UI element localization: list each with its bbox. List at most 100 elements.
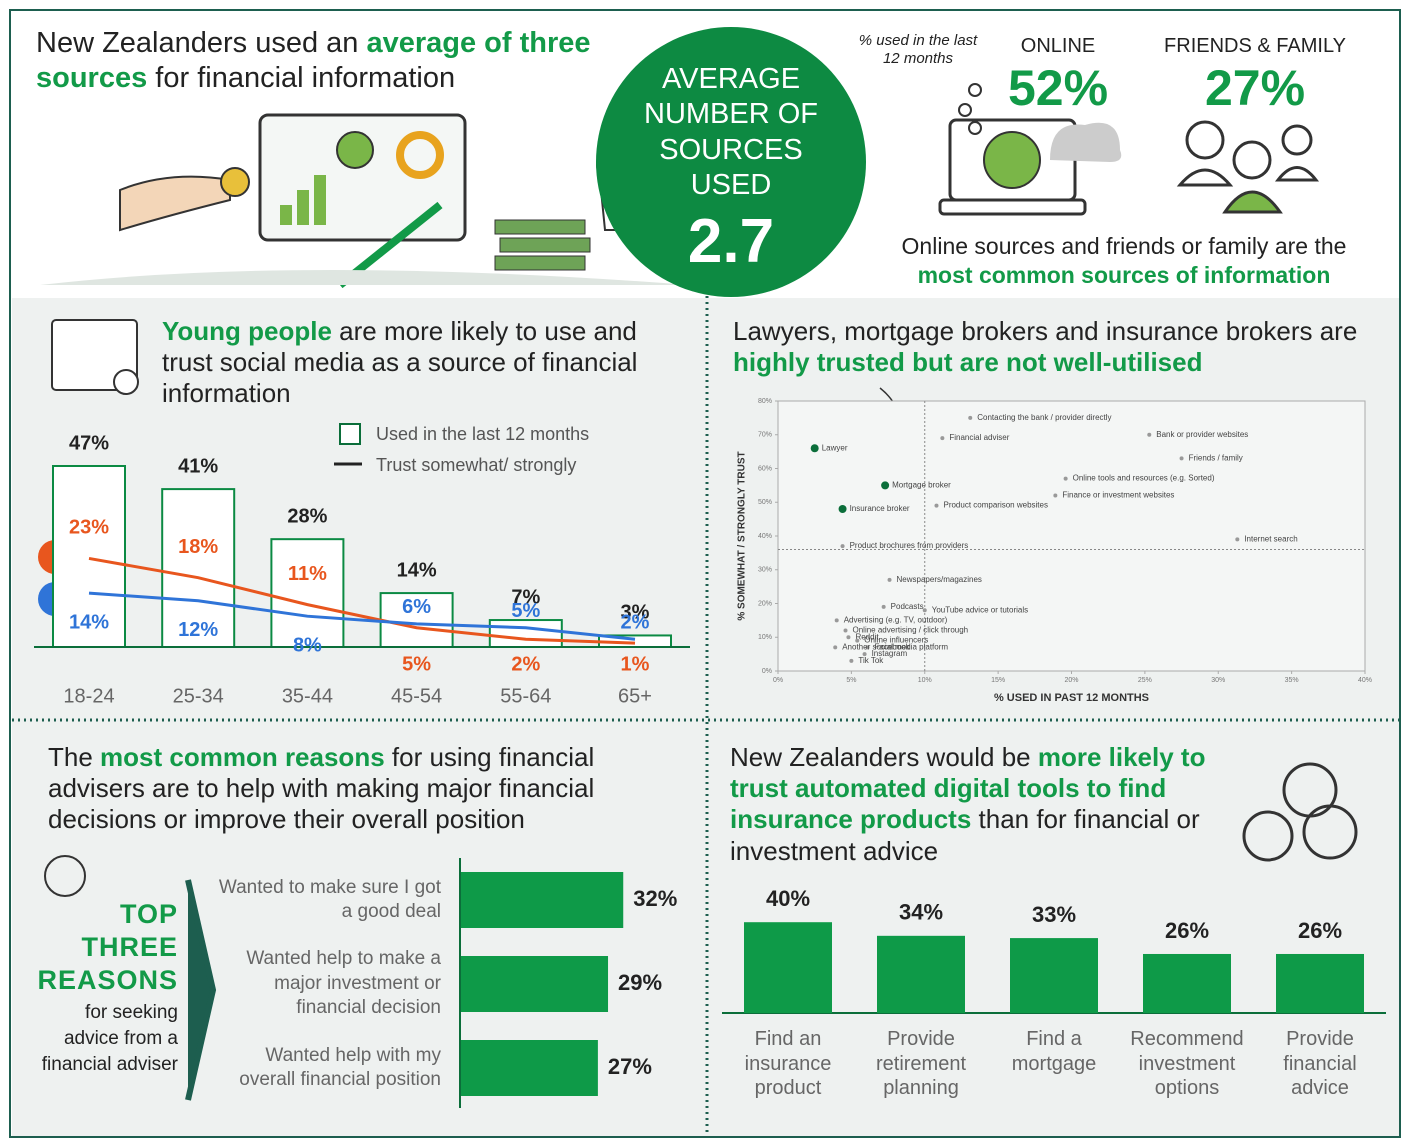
category-label: Wanted help to make a major investment o…	[211, 947, 441, 1021]
point-label: Friends / family	[1189, 453, 1243, 462]
x-tick-label: 65+	[618, 685, 652, 707]
title-part: Lawyers, mortgage brokers and insurance …	[733, 316, 1357, 346]
point	[1064, 477, 1068, 481]
value-label: 6%	[402, 596, 431, 618]
legend-label: Trust somewhat/ strongly	[376, 455, 576, 475]
value-label: 11%	[288, 563, 327, 585]
title: Lawyers, mortgage brokers and insurance …	[733, 316, 1393, 378]
point	[839, 505, 847, 513]
y-tick-label: 80%	[758, 398, 772, 405]
bar	[1010, 938, 1098, 1013]
point	[844, 629, 848, 633]
side-title: TOP THREE REASONS	[28, 898, 178, 997]
bar	[490, 620, 562, 647]
point-label: Product comparison websites	[943, 501, 1048, 510]
point-label: Insurance broker	[850, 504, 910, 513]
point-label: Advertising (e.g. TV, outdoor)	[844, 615, 948, 624]
bar	[461, 1040, 598, 1096]
point-label: Product brochures from providers	[850, 541, 969, 550]
x-tick-label: 5%	[846, 677, 856, 684]
value-label: 2%	[621, 612, 650, 634]
point-label: Finance or investment websites	[1062, 491, 1174, 500]
value-label: 40%	[766, 886, 810, 911]
x-tick-label: 30%	[1211, 677, 1225, 684]
legend-swatch	[340, 424, 360, 444]
title: The most common reasons for using financ…	[48, 742, 638, 836]
badge-value: 2.7	[631, 205, 831, 279]
point	[833, 645, 837, 649]
category-label: Wanted help with my overall financial po…	[211, 1044, 441, 1093]
title: New Zealanders would be more likely to t…	[730, 742, 1230, 867]
x-tick-label: Find an insurance product	[724, 1027, 852, 1101]
point	[1180, 456, 1184, 460]
title: Online sources and friends or family are…	[884, 232, 1364, 290]
bar	[1276, 954, 1364, 1013]
point	[849, 659, 853, 663]
infographic: Used in the last 12 monthsTrust somewhat…	[0, 0, 1408, 1139]
title-part: Young people	[162, 316, 332, 346]
x-tick-label: 40%	[1358, 677, 1372, 684]
x-tick-label: Provide financial advice	[1256, 1027, 1384, 1101]
value-label: 41%	[178, 455, 218, 477]
x-tick-label: 18-24	[63, 685, 114, 707]
point-label: Another social media platform	[842, 642, 948, 651]
title-part: New Zealanders used an	[36, 27, 366, 59]
y-tick-label: 30%	[758, 567, 772, 574]
y-tick-label: 40%	[758, 533, 772, 540]
title-part: most common sources of information	[918, 262, 1331, 288]
x-tick-label: 0%	[773, 677, 783, 684]
point-label: Lawyer	[822, 443, 848, 452]
value-label: 28%	[287, 505, 327, 527]
y-tick-label: 70%	[758, 432, 772, 439]
value-label: 29%	[618, 970, 662, 995]
point-label: Podcasts	[891, 602, 924, 611]
title-part: The	[48, 742, 100, 772]
value-label: 26%	[1298, 918, 1342, 943]
point-label: Bank or provider websites	[1156, 430, 1248, 439]
point	[888, 578, 892, 582]
value-label: 12%	[178, 619, 218, 641]
title-part: New Zealanders would be	[730, 742, 1038, 772]
point-label: Contacting the bank / provider directly	[977, 413, 1111, 422]
x-tick-label: 35-44	[282, 685, 333, 707]
point	[1147, 433, 1151, 437]
x-tick-label: Recommend investment options	[1123, 1027, 1251, 1101]
y-tick-label: 0%	[762, 668, 772, 675]
bar	[461, 956, 608, 1012]
value-label: 23%	[69, 517, 109, 539]
point-label: Online tools and resources (e.g. Sorted)	[1073, 474, 1215, 483]
y-tick-label: 10%	[758, 634, 772, 641]
point-label: Financial adviser	[949, 433, 1009, 442]
side-text: for seeking advice from a financial advi…	[38, 1000, 178, 1077]
x-tick-label: 15%	[991, 677, 1005, 684]
stat-value: 52%	[948, 58, 1168, 118]
bar	[744, 922, 832, 1013]
point	[940, 436, 944, 440]
stat-value: 27%	[1145, 58, 1365, 118]
point	[1053, 494, 1057, 498]
category-label: Wanted to make sure I got a good deal	[211, 876, 441, 925]
y-tick-label: 20%	[758, 600, 772, 607]
point	[811, 444, 819, 452]
x-tick-label: 10%	[918, 677, 932, 684]
title: New Zealanders used an average of three …	[36, 26, 606, 96]
value-label: 8%	[293, 634, 322, 656]
point-label: YouTube advice or tutorials	[932, 605, 1028, 614]
x-tick-label: 35%	[1285, 677, 1299, 684]
title-part: most common reasons	[100, 742, 385, 772]
value-label: 34%	[899, 900, 943, 925]
point	[835, 618, 839, 622]
title-part: highly trusted but are not well-utilised	[733, 347, 1202, 377]
stat-label: ONLINE	[948, 34, 1168, 58]
value-label: 33%	[1032, 902, 1076, 927]
point	[1235, 537, 1239, 541]
x-tick-label: 25%	[1138, 677, 1152, 684]
title-part: for financial information	[147, 62, 455, 94]
x-tick-label: 55-64	[500, 685, 551, 707]
x-tick-label: Find a mortgage	[990, 1027, 1118, 1076]
badge-label: AVERAGE NUMBER OF SOURCES USED	[631, 62, 831, 204]
title-part: Online sources and friends or family are…	[902, 233, 1347, 259]
value-label: 5%	[511, 600, 540, 622]
bar	[271, 539, 343, 647]
x-tick-label: 45-54	[391, 685, 442, 707]
